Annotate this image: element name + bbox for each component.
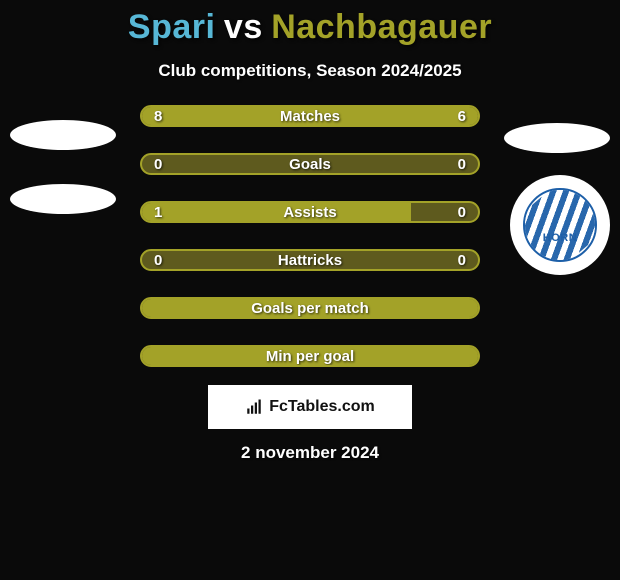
stat-bar-row: 00Hattricks bbox=[140, 249, 480, 271]
stat-bar-row: 10Assists bbox=[140, 201, 480, 223]
stat-bar-row: 86Matches bbox=[140, 105, 480, 127]
stat-bar-row: Min per goal bbox=[140, 345, 480, 367]
player2-name: Nachbagauer bbox=[271, 8, 492, 46]
left-ellipse-1 bbox=[10, 120, 116, 150]
stat-label: Hattricks bbox=[142, 252, 478, 269]
right-ellipse-top bbox=[504, 123, 610, 153]
subtitle: Club competitions, Season 2024/2025 bbox=[0, 61, 620, 81]
stat-label: Goals bbox=[142, 156, 478, 173]
player1-name: Spari bbox=[128, 8, 216, 46]
stat-label: Min per goal bbox=[142, 348, 478, 365]
left-decor bbox=[10, 120, 116, 214]
brand-chart-icon bbox=[245, 398, 263, 416]
brand-box: FcTables.com bbox=[208, 385, 412, 429]
stat-bar-row: Goals per match bbox=[140, 297, 480, 319]
club-badge-inner: HORN bbox=[523, 188, 597, 262]
stat-label: Goals per match bbox=[142, 300, 478, 317]
brand-text: FcTables.com bbox=[269, 398, 375, 416]
club-badge-label: HORN bbox=[525, 232, 595, 244]
vs-text: vs bbox=[224, 8, 263, 46]
club-badge-stripes bbox=[525, 190, 595, 260]
club-badge: HORN bbox=[510, 175, 610, 275]
stat-label: Assists bbox=[142, 204, 478, 221]
comparison-title: Spari vs Nachbagauer bbox=[0, 0, 620, 47]
left-ellipse-2 bbox=[10, 184, 116, 214]
stat-label: Matches bbox=[142, 108, 478, 125]
snapshot-date: 2 november 2024 bbox=[0, 443, 620, 463]
stat-bar-row: 00Goals bbox=[140, 153, 480, 175]
